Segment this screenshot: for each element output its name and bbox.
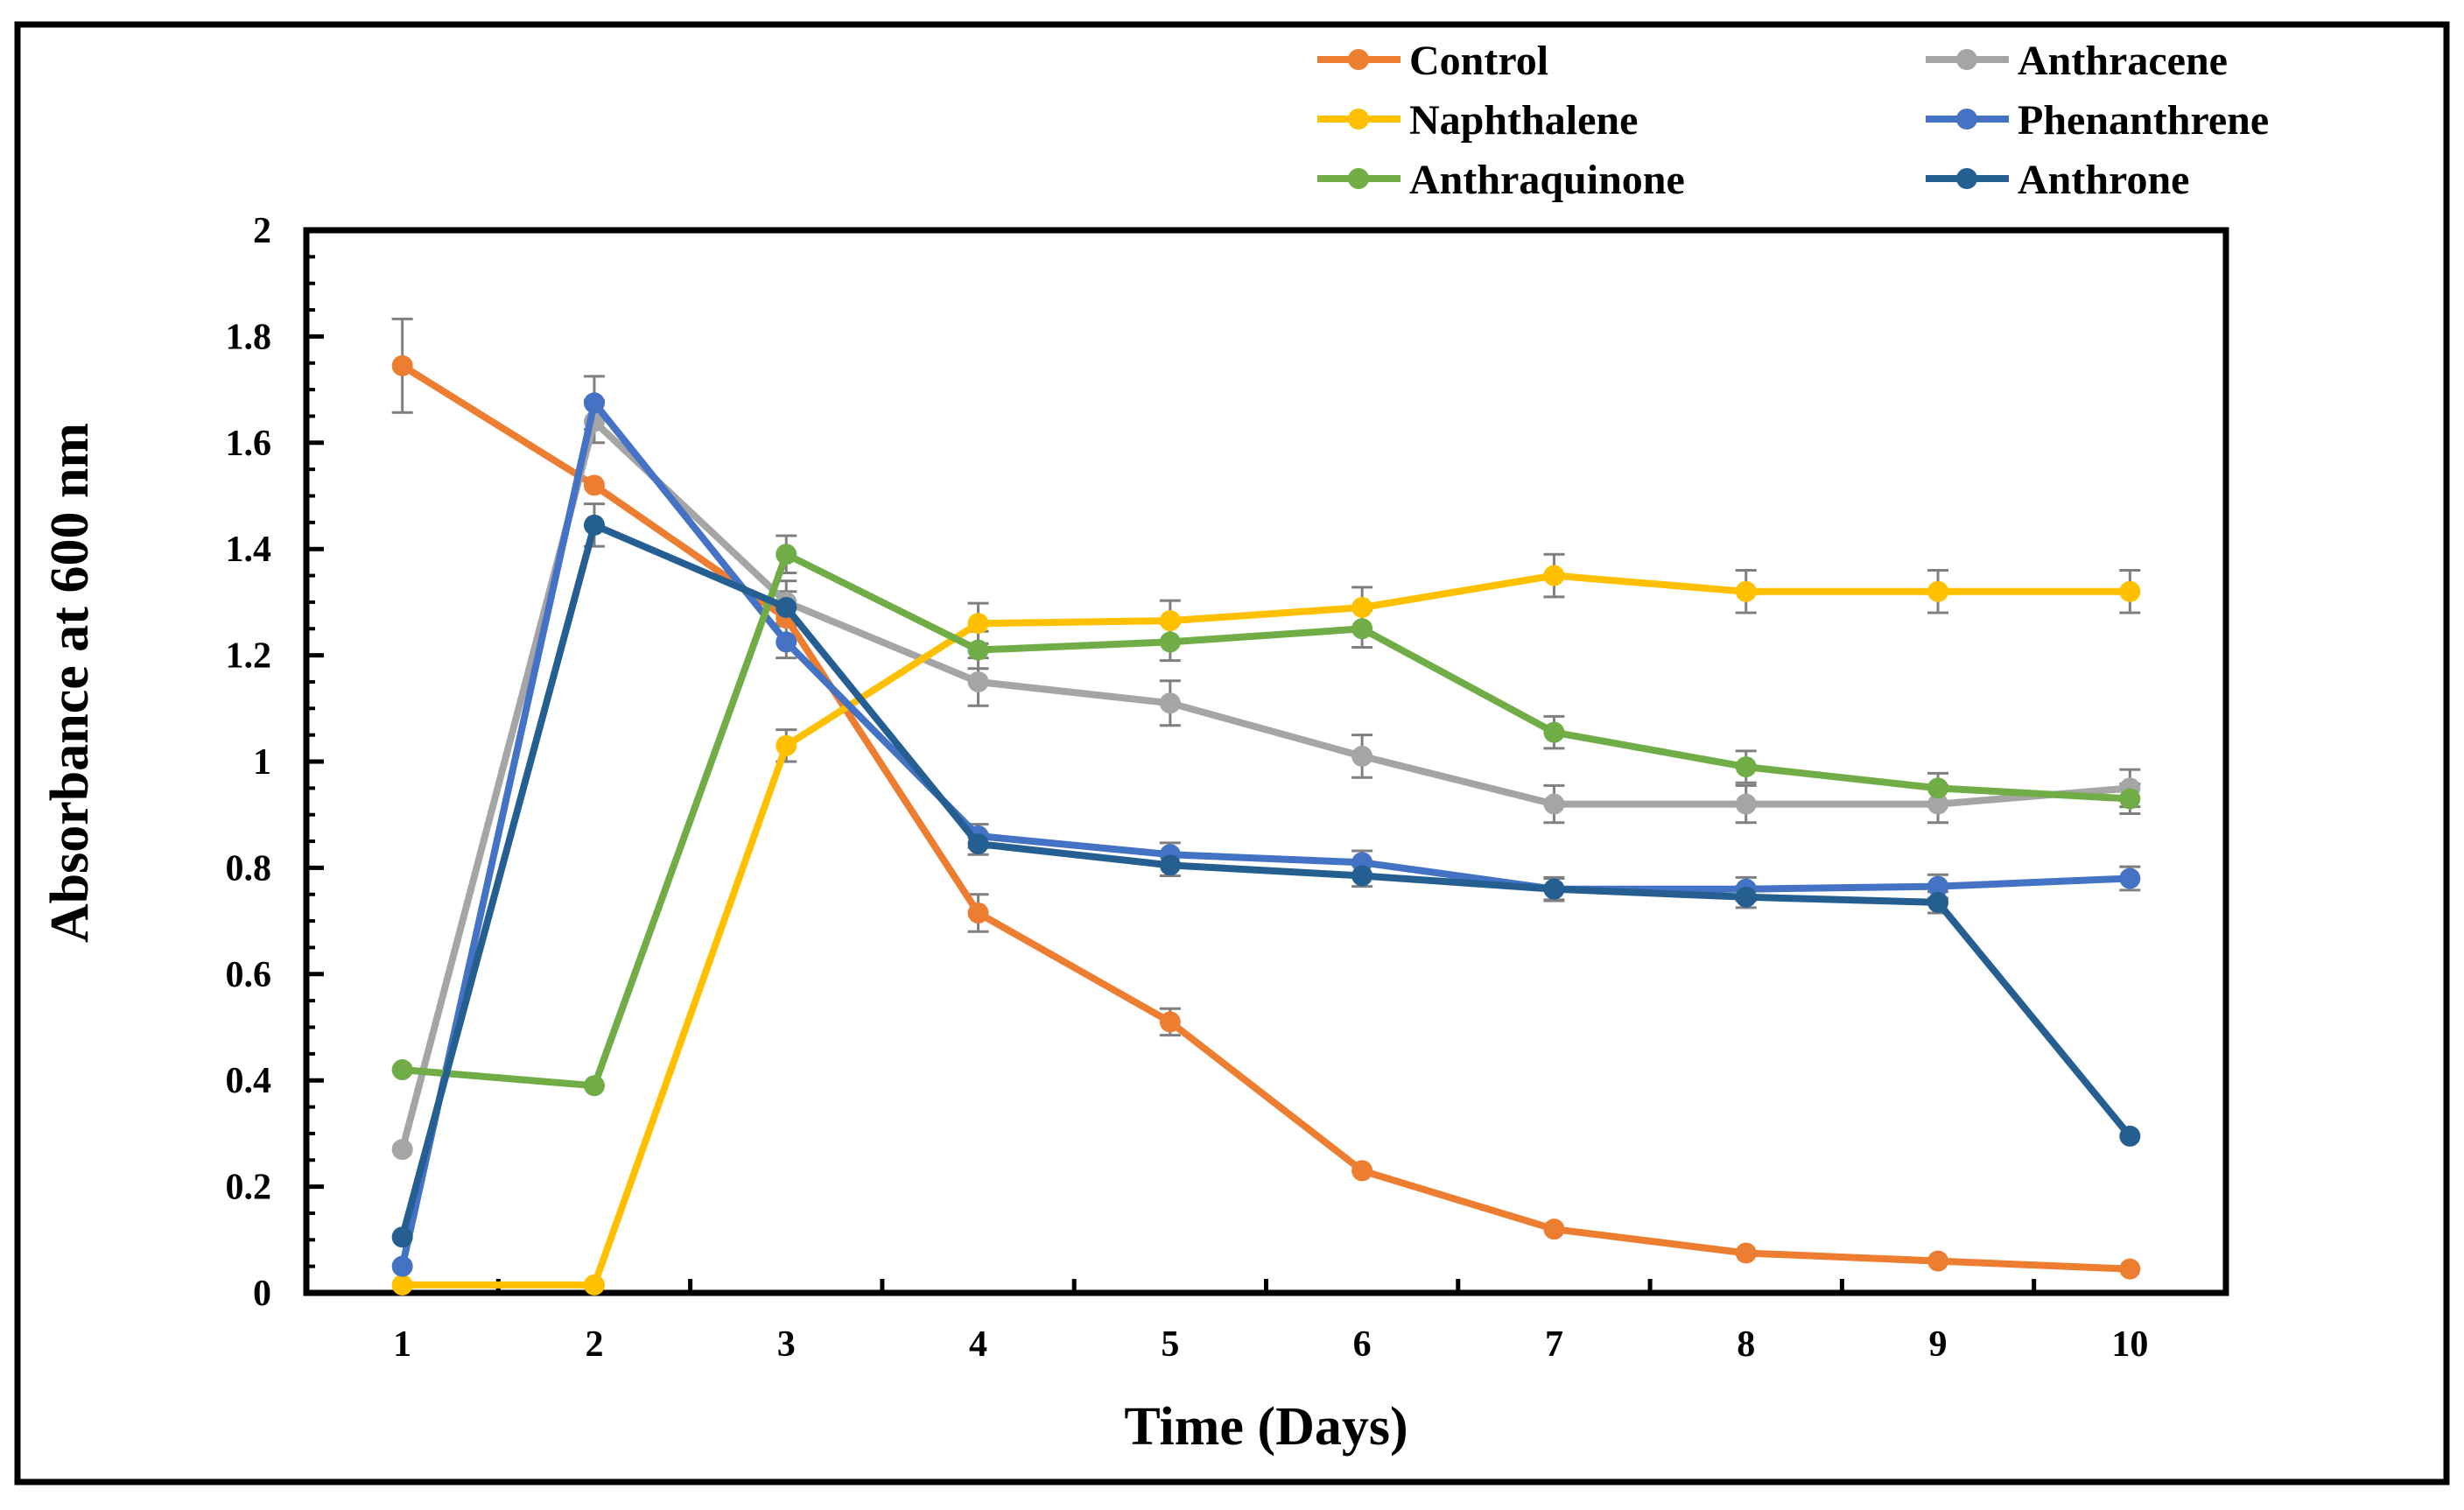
data-point-anthraquinone (1927, 777, 1949, 799)
x-tick-label: 2 (585, 1324, 603, 1365)
outer-frame (14, 21, 2450, 1485)
data-point-control (1543, 1219, 1565, 1240)
data-point-naphthalene (1543, 565, 1565, 586)
data-point-anthracene (1351, 745, 1373, 767)
data-point-naphthalene (1159, 610, 1181, 632)
data-point-anthracene (1735, 793, 1757, 815)
legend-marker-phenanthrene (1956, 109, 1977, 130)
x-axis-title: Time (Days) (1124, 1397, 1407, 1457)
y-tick-label: 0.2 (226, 1168, 272, 1208)
x-tick-label: 6 (1353, 1324, 1372, 1365)
series-line-anthrone (398, 521, 2133, 1239)
data-point-naphthalene (1927, 580, 1949, 602)
series-line-phenanthrene (398, 399, 2131, 1268)
data-point-anthraquinone (776, 544, 797, 565)
data-point-control (391, 355, 413, 376)
data-point-anthrone (776, 596, 797, 618)
data-point-anthraquinone (1351, 618, 1373, 640)
legend-label-anthrone: Anthrone (2018, 157, 2189, 203)
legend-marker-naphthalene (1348, 109, 1369, 130)
y-tick-label: 1.4 (226, 530, 272, 570)
x-tick-label: 3 (777, 1324, 796, 1365)
y-tick-label: 0 (253, 1274, 271, 1314)
legend-label-phenanthrene: Phenanthrene (2018, 97, 2269, 144)
legend-label-control: Control (1409, 38, 1548, 84)
data-point-anthrone (391, 1226, 413, 1248)
legend-marker-anthrone (1956, 168, 1977, 189)
data-point-anthrone (583, 514, 605, 536)
data-point-anthrone (1543, 878, 1565, 900)
legend-label-naphthalene: Naphthalene (1409, 97, 1638, 144)
data-point-anthrone (1735, 886, 1757, 908)
legend-marker-anthraquinone (1348, 168, 1369, 189)
legend-label-anthraquinone: Anthraquinone (1409, 157, 1685, 203)
data-point-anthraquinone (2119, 788, 2141, 810)
x-tick-label: 7 (1545, 1324, 1563, 1365)
data-point-anthrone (1927, 891, 1949, 913)
data-point-phenanthrene (2119, 867, 2141, 889)
x-tick-label: 8 (1737, 1324, 1755, 1365)
data-point-anthraquinone (583, 1075, 605, 1097)
data-point-anthracene (1543, 793, 1565, 815)
x-tick-label: 1 (393, 1324, 411, 1365)
data-point-control (583, 474, 605, 496)
data-point-anthraquinone (967, 639, 989, 661)
legend: Control Anthracene Naphthalene Phenanthrene… (1317, 38, 2269, 203)
x-tick-label: 4 (969, 1324, 987, 1365)
y-tick-label: 0.6 (226, 955, 272, 995)
x-tick-label: 10 (2111, 1324, 2148, 1365)
series-line-anthracene (398, 418, 2131, 1151)
data-point-anthrone (2119, 1125, 2141, 1147)
y-tick-label: 1 (253, 742, 271, 783)
legend-marker-anthracene (1956, 49, 1977, 70)
data-point-anthrone (1351, 865, 1373, 887)
data-point-anthrone (1159, 854, 1181, 876)
plot-area: 0 0.2 0.4 0.6 0.8 1 1.2 1.4 1.6 1.8 2 1 2 3 4 5 6 7 8 9 10 (226, 211, 2229, 1365)
y-tick-label: 1.8 (226, 317, 272, 357)
data-point-anthracene (967, 671, 989, 692)
y-tick-label: 0.4 (226, 1061, 272, 1101)
data-point-naphthalene (1351, 596, 1373, 618)
data-point-naphthalene (776, 734, 797, 756)
data-point-control (1159, 1011, 1181, 1033)
data-point-control (1735, 1242, 1757, 1264)
data-point-anthraquinone (1159, 631, 1181, 653)
data-point-naphthalene (967, 613, 989, 635)
data-point-phenanthrene (776, 631, 797, 653)
data-point-control (1927, 1250, 1949, 1272)
data-point-control (2119, 1258, 2141, 1280)
x-tick-label: 5 (1161, 1324, 1179, 1365)
data-point-naphthalene (2119, 580, 2141, 602)
data-point-phenanthrene (583, 392, 605, 414)
data-point-phenanthrene (1927, 875, 1949, 897)
data-point-anthraquinone (1543, 721, 1565, 743)
x-tick-label: 9 (1929, 1324, 1948, 1365)
data-point-naphthalene (583, 1274, 605, 1296)
series-line-naphthalene (402, 572, 2131, 1289)
series-line-anthraquinone (402, 551, 2131, 1090)
series-line-control (400, 362, 2131, 1273)
data-point-naphthalene (391, 1274, 413, 1296)
legend-label-anthracene: Anthracene (2018, 38, 2228, 84)
data-point-anthracene (1159, 692, 1181, 714)
y-tick-label: 1.2 (226, 636, 272, 677)
data-point-control (967, 902, 989, 924)
data-point-anthracene (391, 1139, 413, 1161)
data-point-naphthalene (1735, 580, 1757, 602)
y-tick-label: 2 (253, 211, 271, 251)
data-point-anthraquinone (391, 1059, 413, 1081)
data-point-anthracene (1927, 793, 1949, 815)
data-point-phenanthrene (391, 1255, 413, 1277)
data-point-control (1351, 1160, 1373, 1182)
y-axis-title: Absorbance at 600 nm (40, 423, 100, 943)
y-tick-label: 0.8 (226, 848, 272, 888)
y-tick-label: 1.6 (226, 424, 272, 464)
data-point-anthraquinone (1735, 756, 1757, 778)
legend-marker-control (1348, 49, 1369, 70)
data-point-anthrone (967, 833, 989, 855)
